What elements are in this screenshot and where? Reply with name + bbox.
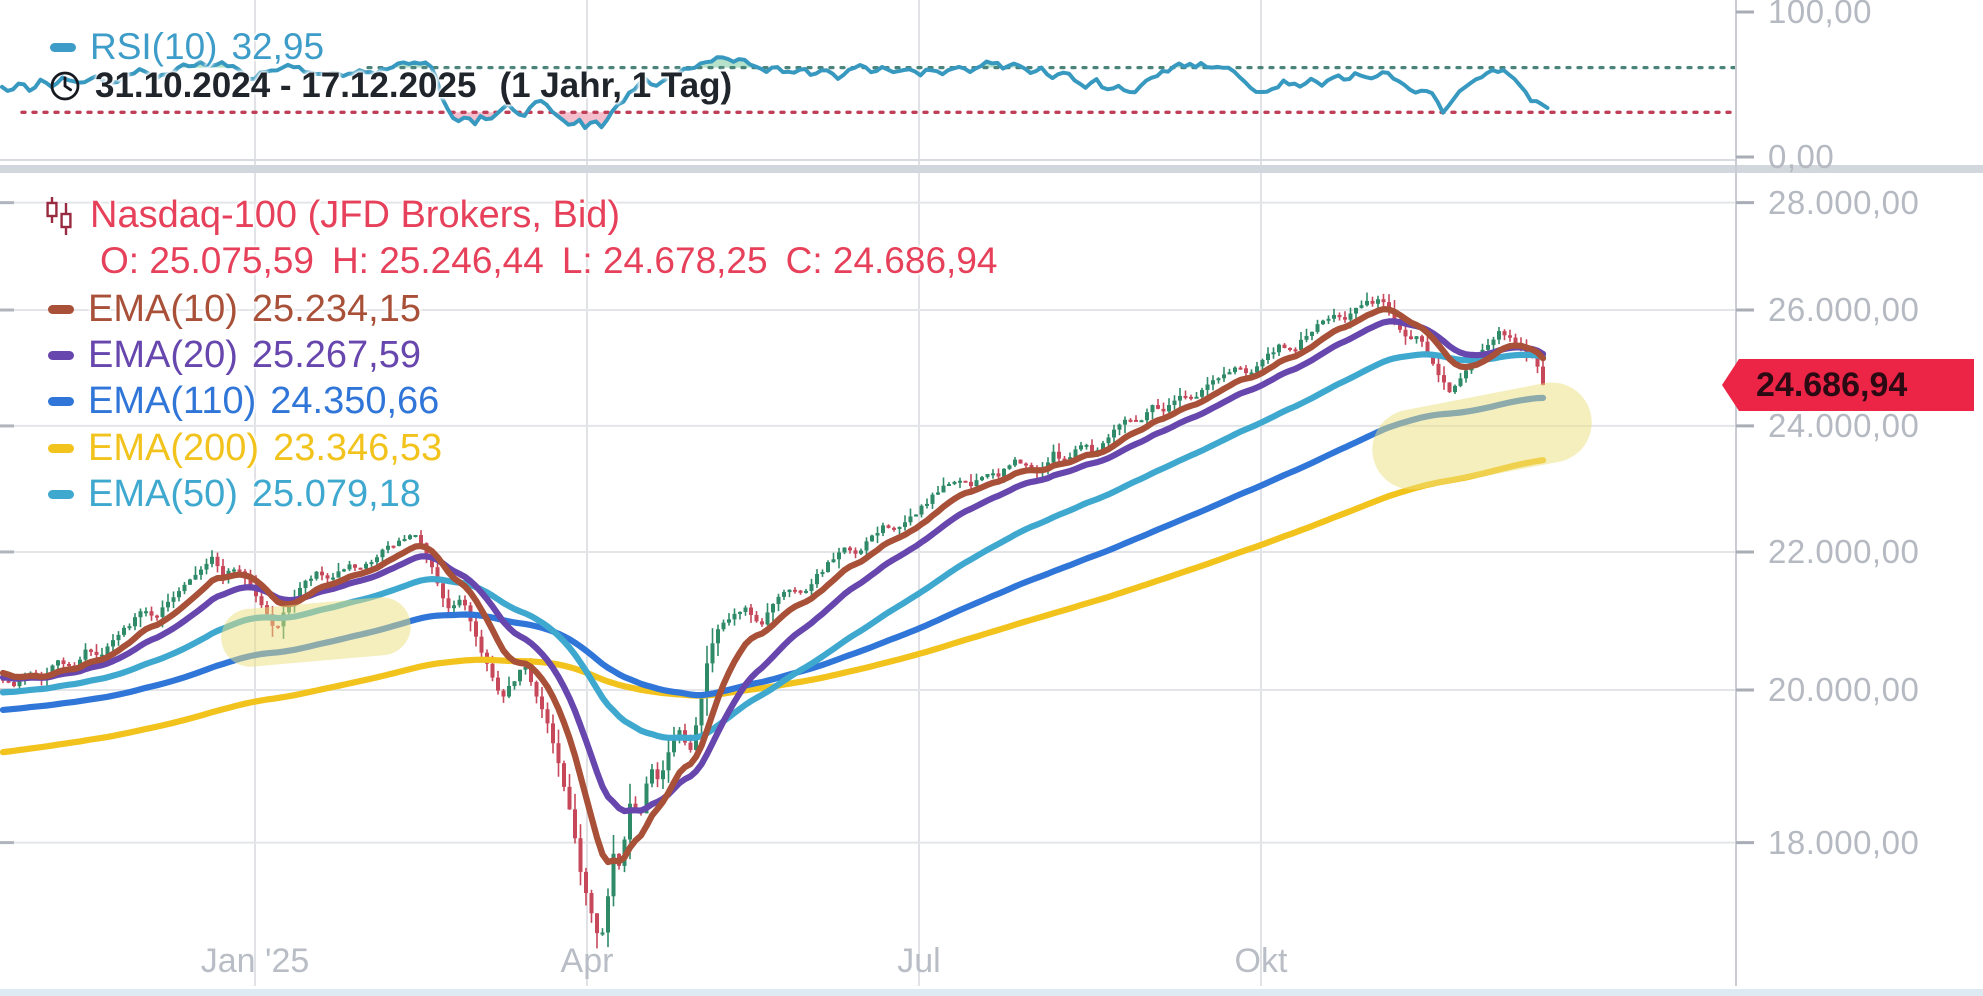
rsi-swatch — [50, 42, 76, 52]
range-duration-label: (1 Jahr, 1 Tag) — [499, 66, 733, 105]
ema50-legend[interactable]: EMA(50) 25.079,18 — [48, 473, 421, 516]
price-axis-label: 24.000,00 — [1768, 406, 1920, 444]
ema200-label: EMA(200) — [88, 427, 260, 469]
ema50-label: EMA(50) — [88, 473, 238, 515]
ohlc-low: L: 24.678,25 — [561, 240, 768, 281]
ema20-value: 25.267,59 — [251, 334, 421, 376]
ohlc-close: C: 24.686,94 — [785, 240, 998, 281]
ohlc-row: O: 25.075,59 H: 25.246,44 L: 24.678,25 C… — [100, 240, 997, 282]
price-axis-label: 18.000,00 — [1768, 823, 1920, 861]
rsi-legend[interactable]: RSI(10) 32,95 — [50, 26, 324, 68]
ema10-label: EMA(10) — [88, 288, 238, 330]
ema200-swatch — [48, 444, 74, 453]
symbol-name: Nasdaq-100 (JFD Brokers, Bid) — [90, 194, 621, 236]
ema200-legend[interactable]: EMA(200) 23.346,53 — [48, 427, 442, 470]
clock-icon — [50, 71, 80, 101]
ema110-label: EMA(110) — [88, 380, 257, 422]
price-axis-label: 28.000,00 — [1768, 183, 1920, 221]
time-axis-label: Apr — [560, 942, 614, 980]
ohlc-open: O: 25.075,59 — [100, 240, 314, 281]
ema10-swatch — [48, 305, 74, 314]
ema110-swatch — [48, 397, 74, 406]
ema10-value: 25.234,15 — [251, 288, 421, 330]
date-range-label: 31.10.2024 - 17.12.2025 — [95, 66, 477, 105]
time-axis-label: Jul — [897, 942, 941, 980]
price-axis-label: 22.000,00 — [1768, 532, 1920, 570]
ema110-legend[interactable]: EMA(110) 24.350,66 — [48, 380, 439, 423]
price-axis-label: 26.000,00 — [1768, 291, 1920, 328]
rsi-axis-label: 0,00 — [1768, 138, 1835, 175]
rsi-axis-label: 100,00 — [1768, 0, 1872, 30]
symbol-legend[interactable]: Nasdaq-100 (JFD Brokers, Bid) — [44, 194, 620, 237]
time-axis-label: Jan '25 — [200, 942, 310, 980]
rsi-label: RSI(10) — [90, 26, 218, 67]
candlestick-icon — [46, 196, 72, 235]
ema20-swatch — [48, 351, 74, 360]
ema10-legend[interactable]: EMA(10) 25.234,15 — [48, 288, 421, 331]
price-axis-label: 20.000,00 — [1768, 671, 1920, 708]
time-axis-label: Okt — [1234, 942, 1288, 980]
visible-range-row[interactable]: 31.10.2024 - 17.12.2025 (1 Jahr, 1 Tag) — [48, 66, 732, 106]
ema20-label: EMA(20) — [88, 334, 238, 376]
last-price-tag: 24.686,94 — [1722, 359, 1974, 411]
rsi-value: 32,95 — [231, 26, 325, 67]
ema110-value: 24.350,66 — [270, 380, 440, 422]
ema50-swatch — [48, 490, 74, 499]
ema20-legend[interactable]: EMA(20) 25.267,59 — [48, 334, 421, 377]
ema200-value: 23.346,53 — [273, 427, 443, 469]
ohlc-high: H: 25.246,44 — [331, 240, 544, 281]
ema50-value: 25.079,18 — [251, 473, 421, 515]
